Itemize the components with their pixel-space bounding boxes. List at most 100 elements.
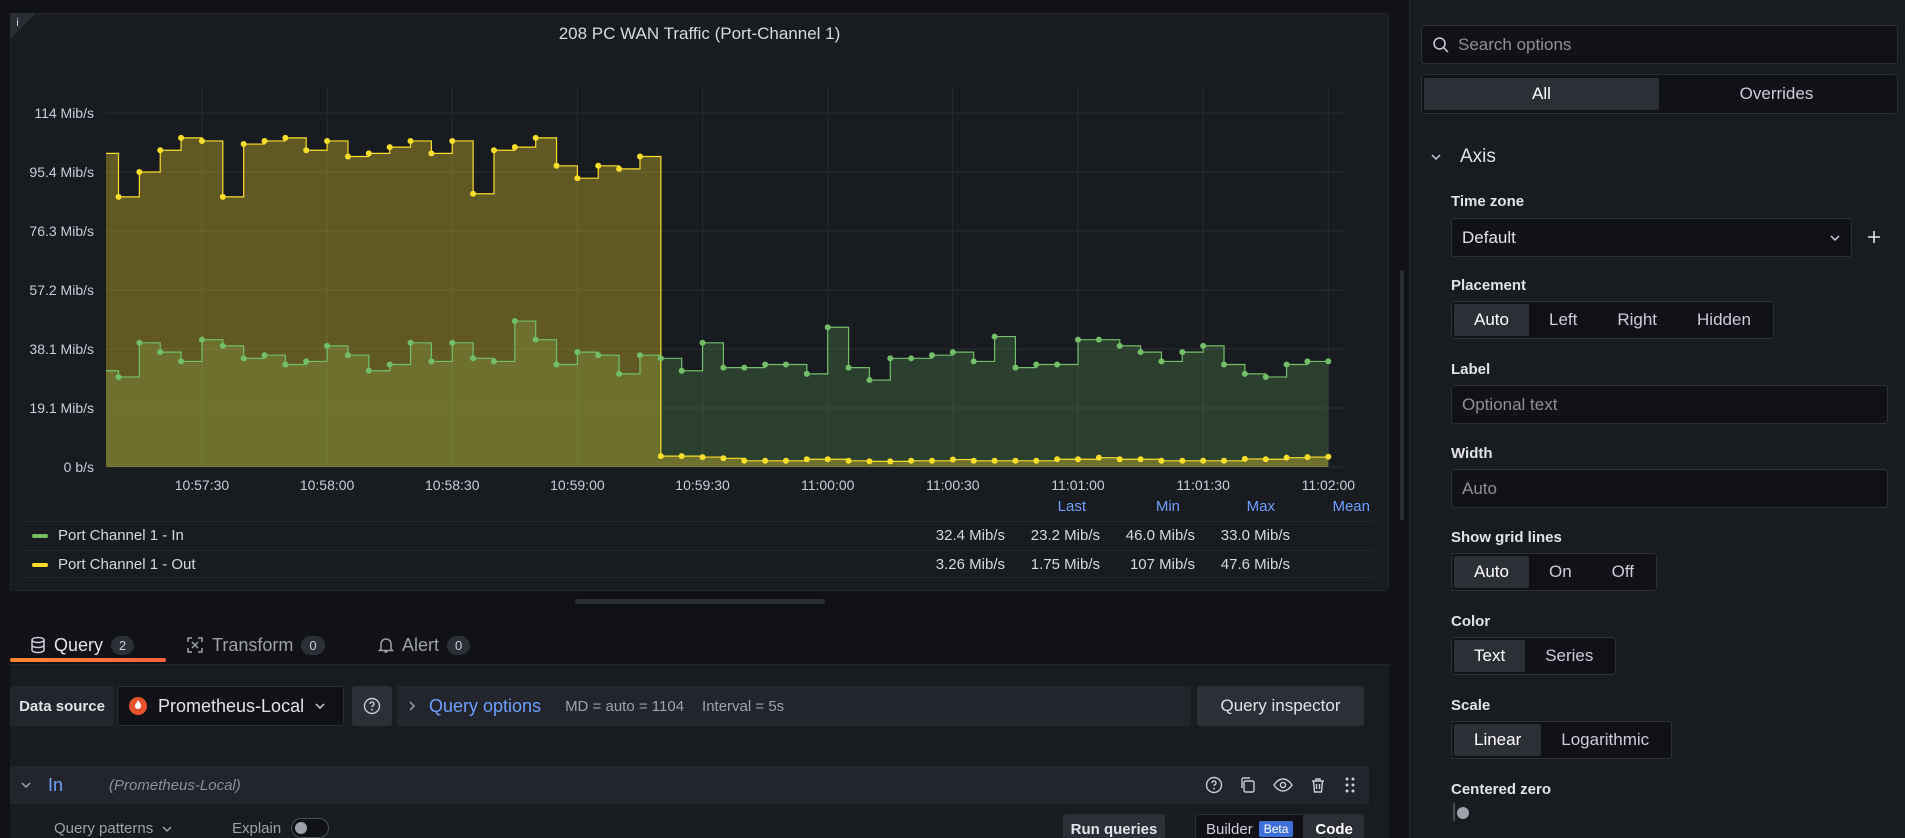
data-point (219, 193, 226, 200)
scale-linear[interactable]: Linear (1454, 724, 1542, 756)
editor-mode-switch[interactable]: Builder Beta Code (1195, 814, 1364, 838)
timeseries-chart[interactable]: 114 Mib/s 95.4 Mib/s 76.3 Mib/s 57.2 Mib/s 3… (0, 0, 1400, 500)
data-point (157, 147, 164, 154)
data-point (511, 144, 518, 151)
width-placeholder: Auto (1462, 478, 1497, 498)
scale-logarithmic[interactable]: Logarithmic (1561, 730, 1650, 749)
panel-info-corner[interactable] (10, 13, 36, 39)
data-point (261, 137, 268, 144)
color-text[interactable]: Text (1454, 640, 1526, 672)
data-point (616, 165, 623, 172)
data-point (219, 342, 226, 349)
chevron-down-icon[interactable] (20, 779, 32, 791)
data-point (803, 370, 810, 377)
data-point (762, 361, 769, 368)
data-point (1304, 454, 1311, 461)
data-point (741, 457, 748, 464)
data-point (1158, 358, 1165, 365)
code-mode-option[interactable]: Code (1303, 815, 1363, 838)
data-point (198, 137, 205, 144)
search-options-input[interactable]: Search options (1421, 25, 1898, 64)
legend-swatch-in (32, 534, 48, 538)
data-point (678, 367, 685, 374)
data-point (782, 361, 789, 368)
data-point (1241, 370, 1248, 377)
database-icon (31, 636, 45, 654)
data-point (198, 336, 205, 343)
legend-header-min[interactable]: Min (1155, 498, 1180, 515)
tab-query-count: 2 (111, 635, 135, 655)
legend-header-last[interactable]: Last (1057, 498, 1086, 515)
placement-left[interactable]: Left (1548, 310, 1578, 329)
grid-auto[interactable]: Auto (1454, 556, 1529, 588)
datasource-help-button[interactable] (352, 686, 392, 726)
data-point (324, 342, 331, 349)
pane-resize-handle[interactable] (575, 599, 825, 604)
drag-handle-icon[interactable] (1343, 776, 1357, 794)
tab-transform-label: Transform (212, 634, 294, 655)
x-axis-ticks: 10:57:30 10:58:00 10:58:30 10:59:00 10:59:30… (175, 477, 1356, 493)
legend-row-in[interactable]: Port Channel 1 - In 32.4 Mib/s 23.2 Mib/… (20, 521, 1375, 549)
centered-zero-toggle[interactable] (1453, 803, 1455, 821)
placement-radio-group[interactable]: Auto Left Right Hidden (1451, 301, 1774, 339)
explain-toggle[interactable] (291, 818, 330, 838)
chevron-right-icon (409, 701, 416, 711)
data-point (1095, 336, 1102, 343)
x-tick-label: 10:59:00 (550, 477, 605, 493)
help-icon[interactable] (1205, 776, 1223, 794)
legend-name-out[interactable]: Port Channel 1 - Out (58, 556, 196, 573)
data-point (1200, 457, 1207, 464)
data-point (929, 457, 935, 464)
tab-all[interactable]: All (1424, 78, 1659, 110)
axis-section-header[interactable]: Axis (1430, 146, 1496, 168)
transform-icon (187, 637, 203, 653)
run-queries-button[interactable]: Run queries (1063, 814, 1165, 838)
grid-on[interactable]: On (1548, 562, 1572, 581)
legend-row-out[interactable]: Port Channel 1 - Out 3.26 Mib/s 1.75 Mib… (20, 550, 1375, 578)
eye-icon[interactable] (1273, 776, 1293, 794)
data-point (1054, 456, 1061, 463)
legend-header-mean[interactable]: Mean (1332, 498, 1370, 515)
placement-right[interactable]: Right (1617, 310, 1658, 329)
legend-name-in[interactable]: Port Channel 1 - In (58, 527, 184, 544)
tab-query[interactable]: Query 2 (30, 628, 135, 662)
placement-hidden[interactable]: Hidden (1697, 310, 1751, 329)
data-point (636, 352, 643, 359)
builder-mode-option[interactable]: Builder Beta (1196, 815, 1304, 838)
plus-icon[interactable] (1866, 229, 1882, 245)
datasource-select[interactable]: Prometheus-Local (117, 686, 344, 726)
grid-lines-radio-group[interactable]: Auto On Off (1451, 553, 1658, 591)
data-point (1221, 457, 1228, 464)
data-point (1221, 361, 1228, 368)
scale-radio-group[interactable]: Linear Logarithmic (1451, 721, 1673, 759)
options-filter-tabs[interactable]: All Overrides (1421, 74, 1898, 114)
panel-scrollbar[interactable] (1400, 270, 1404, 520)
tab-transform[interactable]: Transform 0 (186, 628, 325, 662)
width-input[interactable]: Auto (1451, 469, 1888, 508)
data-point (282, 134, 289, 141)
grid-off[interactable]: Off (1611, 562, 1635, 581)
data-point (511, 318, 518, 325)
query-options-title[interactable]: Query options (429, 695, 542, 716)
trash-icon[interactable] (1309, 776, 1327, 794)
color-series[interactable]: Series (1545, 646, 1594, 665)
x-tick-label: 10:58:30 (425, 477, 480, 493)
timezone-select[interactable]: Default (1451, 218, 1852, 257)
query-row-name[interactable]: In (48, 774, 64, 795)
tab-alert[interactable]: Alert 0 (378, 628, 471, 662)
query-options-bar[interactable]: Query options MD = auto = 1104 Interval … (397, 686, 1191, 726)
legend-header-max[interactable]: Max (1246, 498, 1275, 515)
data-point (553, 361, 560, 368)
query-inspector-button[interactable]: Query inspector (1197, 686, 1364, 726)
legend-mean-in: 33.0 Mib/s (1220, 527, 1290, 544)
color-radio-group[interactable]: Text Series (1451, 637, 1617, 675)
tab-overrides[interactable]: Overrides (1739, 84, 1814, 103)
placement-auto[interactable]: Auto (1454, 304, 1529, 336)
x-tick-label: 11:01:00 (1051, 477, 1105, 493)
query-patterns-dropdown[interactable]: Query patterns (54, 820, 173, 837)
copy-icon[interactable] (1239, 776, 1257, 794)
label-input[interactable]: Optional text (1451, 385, 1888, 424)
query-row-header[interactable]: In (Prometheus-Local) (10, 766, 1369, 804)
explain-toggle-group[interactable]: Explain (232, 818, 330, 838)
info-icon[interactable]: i (16, 16, 20, 29)
